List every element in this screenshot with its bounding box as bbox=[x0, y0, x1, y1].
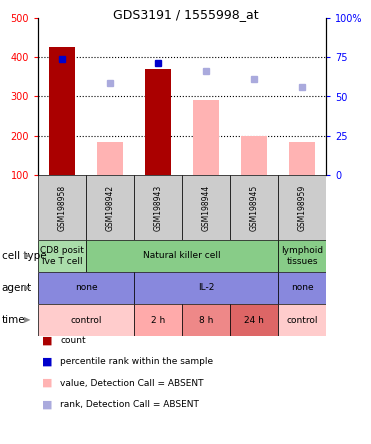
Text: ▶: ▶ bbox=[23, 284, 30, 293]
Text: GSM198944: GSM198944 bbox=[201, 184, 210, 230]
Text: count: count bbox=[60, 336, 86, 345]
Bar bbox=[145, 69, 171, 175]
Text: GDS3191 / 1555998_at: GDS3191 / 1555998_at bbox=[113, 8, 258, 21]
Bar bbox=[134, 304, 182, 336]
Text: Natural killer cell: Natural killer cell bbox=[143, 251, 221, 261]
Bar bbox=[134, 272, 278, 304]
Bar bbox=[230, 304, 278, 336]
Text: GSM198958: GSM198958 bbox=[58, 184, 66, 230]
Bar bbox=[134, 175, 182, 240]
Bar bbox=[86, 175, 134, 240]
Text: GSM198942: GSM198942 bbox=[105, 184, 115, 230]
Bar bbox=[49, 48, 75, 175]
Bar bbox=[278, 175, 326, 240]
Bar bbox=[97, 142, 123, 175]
Text: control: control bbox=[70, 316, 102, 325]
Bar bbox=[38, 304, 134, 336]
Text: rank, Detection Call = ABSENT: rank, Detection Call = ABSENT bbox=[60, 400, 199, 409]
Text: agent: agent bbox=[2, 283, 32, 293]
Text: CD8 posit
ive T cell: CD8 posit ive T cell bbox=[40, 246, 84, 266]
Text: ■: ■ bbox=[42, 378, 52, 388]
Text: ▶: ▶ bbox=[23, 316, 30, 325]
Bar bbox=[86, 240, 278, 272]
Text: percentile rank within the sample: percentile rank within the sample bbox=[60, 357, 213, 366]
Bar bbox=[289, 142, 315, 175]
Text: 2 h: 2 h bbox=[151, 316, 165, 325]
Text: 24 h: 24 h bbox=[244, 316, 264, 325]
Bar bbox=[38, 240, 86, 272]
Bar bbox=[241, 136, 267, 175]
Text: 8 h: 8 h bbox=[199, 316, 213, 325]
Text: lymphoid
tissues: lymphoid tissues bbox=[281, 246, 323, 266]
Bar bbox=[38, 272, 134, 304]
Bar bbox=[230, 175, 278, 240]
Bar bbox=[182, 304, 230, 336]
Text: value, Detection Call = ABSENT: value, Detection Call = ABSENT bbox=[60, 379, 204, 388]
Text: ■: ■ bbox=[42, 399, 52, 409]
Bar bbox=[278, 272, 326, 304]
Bar bbox=[182, 175, 230, 240]
Text: none: none bbox=[291, 284, 313, 293]
Text: ■: ■ bbox=[42, 357, 52, 367]
Bar bbox=[278, 304, 326, 336]
Text: GSM198943: GSM198943 bbox=[154, 184, 162, 230]
Text: time: time bbox=[2, 315, 26, 325]
Bar bbox=[278, 240, 326, 272]
Text: GSM198945: GSM198945 bbox=[250, 184, 259, 230]
Text: IL-2: IL-2 bbox=[198, 284, 214, 293]
Bar bbox=[193, 100, 219, 175]
Text: none: none bbox=[75, 284, 97, 293]
Text: control: control bbox=[286, 316, 318, 325]
Bar bbox=[38, 175, 86, 240]
Text: cell type: cell type bbox=[2, 251, 46, 261]
Text: GSM198959: GSM198959 bbox=[298, 184, 306, 230]
Text: ▶: ▶ bbox=[23, 251, 30, 261]
Text: ■: ■ bbox=[42, 335, 52, 345]
